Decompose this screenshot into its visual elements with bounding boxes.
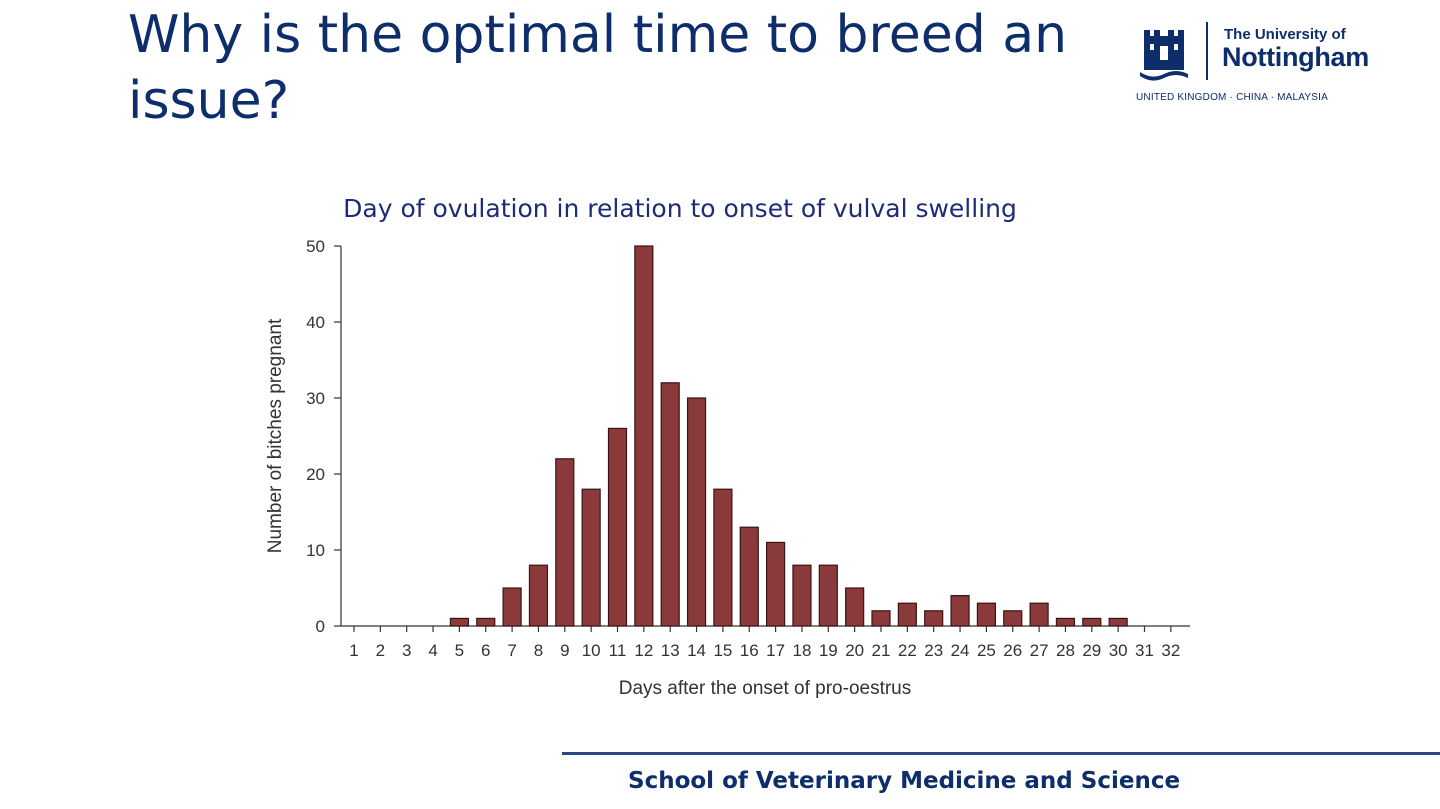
x-tick-label: 14 [687,641,706,660]
bar-day-22 [897,602,917,627]
x-tick-label: 31 [1135,641,1154,660]
bar-day-21 [871,610,891,627]
logo-line1: The University of [1224,26,1346,43]
x-tick-label: 2 [376,641,385,660]
x-tick-label: 23 [924,641,943,660]
x-tick-label: 7 [507,641,516,660]
x-tick-label: 30 [1109,641,1128,660]
x-tick-label: 11 [609,641,627,660]
y-axis-label: Number of bitches pregnant [265,318,286,553]
bar-day-11 [607,427,628,627]
x-tick-label: 20 [845,641,864,660]
bar-day-14 [686,397,707,627]
y-tick-label: 10 [306,541,325,560]
bar-day-6 [476,617,496,627]
bar-day-19 [818,564,838,627]
x-tick-label: 3 [402,641,411,660]
logo-line2: Nottingham [1222,42,1369,72]
bar-day-10 [581,488,601,627]
x-tick-label: 21 [872,641,891,660]
x-tick-label: 25 [977,641,996,660]
bar-day-8 [528,564,549,627]
university-logo: The University of Nottingham UNITED KING… [1134,20,1414,110]
bar-day-16 [739,526,759,627]
x-tick-label: 19 [819,641,838,660]
x-axis-label: Days after the onset of pro-oestrus [619,678,912,699]
x-tick-label: 12 [634,641,653,660]
x-tick-label: 15 [713,641,732,660]
x-tick-label: 24 [951,641,970,660]
chart-container: Day of ovulation in relation to onset of… [240,180,1220,720]
x-tick-label: 18 [792,641,811,660]
footer-school-name: School of Veterinary Medicine and Scienc… [628,768,1181,794]
logo-subline: UNITED KINGDOM · CHINA · MALAYSIA [1136,92,1328,103]
bar-chart: Day of ovulation in relation to onset of… [265,194,1190,699]
x-tick-label: 10 [582,641,601,660]
y-tick-label: 30 [306,389,325,408]
x-tick-label: 32 [1161,641,1180,660]
castle-crest-icon [1140,30,1188,81]
bar-day-23 [924,610,944,627]
logo-divider [1206,22,1208,80]
bar-day-27 [1029,602,1049,627]
chart-title: Day of ovulation in relation to onset of… [343,194,1017,223]
footer-divider [562,752,1440,755]
bar-day-20 [845,587,865,627]
x-tick-label: 26 [1003,641,1022,660]
x-tick-label: 4 [428,641,437,660]
bar-day-15 [713,488,733,627]
bar-day-9 [555,458,575,627]
x-tick-label: 1 [349,641,358,660]
bar-day-30 [1108,617,1128,627]
bar-day-17 [765,541,786,627]
x-tick-label: 27 [1030,641,1049,660]
x-tick-label: 28 [1056,641,1075,660]
x-tick-label: 5 [455,641,464,660]
bar-day-18 [792,564,812,627]
bar-day-28 [1055,617,1076,627]
bar-day-25 [976,602,997,627]
x-tick-label: 9 [560,641,569,660]
x-tick-label: 16 [740,641,759,660]
x-tick-label: 29 [1082,641,1101,660]
bar-day-12 [634,245,654,627]
y-tick-label: 0 [316,617,325,636]
bar-day-29 [1082,617,1102,627]
x-tick-label: 13 [661,641,680,660]
bar-day-13 [660,382,680,627]
bar-day-24 [950,595,970,627]
y-tick-label: 50 [306,237,325,256]
bar-day-5 [449,617,469,627]
slide-title: Why is the optimal time to breed an issu… [128,5,1068,131]
x-tick-label: 17 [766,641,785,660]
y-tick-label: 40 [306,313,325,332]
bar-day-26 [1003,610,1023,627]
x-tick-label: 22 [898,641,917,660]
x-tick-label: 8 [534,641,543,660]
bar-day-7 [502,587,522,627]
x-tick-label: 6 [481,641,490,660]
y-tick-label: 20 [306,465,325,484]
